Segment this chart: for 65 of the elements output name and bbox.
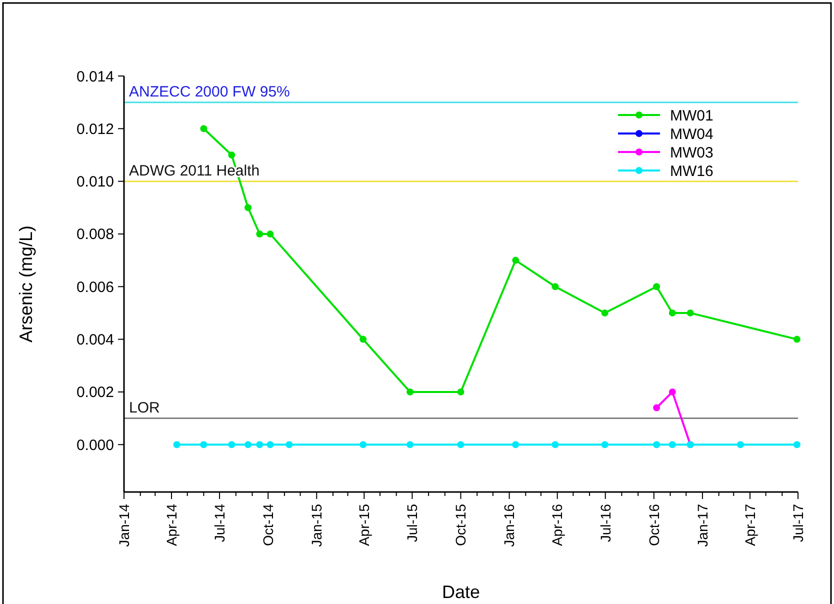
point <box>653 283 660 290</box>
y-tick-label: 0.002 <box>76 384 114 402</box>
point <box>457 388 464 396</box>
point <box>457 441 464 448</box>
point <box>256 441 264 448</box>
point <box>601 441 608 448</box>
point <box>552 441 559 448</box>
x-tick-label: Jan-17 <box>694 504 710 547</box>
y-tick-label: 0.006 <box>76 278 114 296</box>
point <box>601 309 608 316</box>
y-tick-label: 0.000 <box>76 436 114 454</box>
y-tick-label: 0.004 <box>76 332 114 349</box>
x-tick-label: Oct-15 <box>452 504 469 546</box>
x-tick-label: Apr-16 <box>549 504 566 546</box>
x-tick-label: Jan-16 <box>501 504 518 547</box>
x-tick-label: Jul-16 <box>597 504 614 542</box>
x-tick-label: Apr-14 <box>163 504 180 546</box>
x-tick-label: Jul-17 <box>790 504 806 542</box>
point <box>266 230 274 238</box>
y-tick-label: 0.014 <box>76 68 114 86</box>
point <box>228 151 236 158</box>
x-tick-label: Apr-17 <box>742 504 758 546</box>
point <box>266 441 274 448</box>
point <box>173 441 180 448</box>
point <box>668 309 676 316</box>
point <box>552 283 559 290</box>
point <box>406 441 414 448</box>
legend-label: MW01 <box>670 107 714 124</box>
point <box>200 441 208 448</box>
point <box>736 441 744 448</box>
y-tick-label: 0.010 <box>76 174 114 191</box>
point <box>512 256 520 264</box>
legend-label: MW16 <box>670 162 714 180</box>
point <box>793 336 800 343</box>
y-tick-label: 0.008 <box>76 226 114 244</box>
ref-line-label: ANZECC 2000 FW 95% <box>129 83 290 100</box>
x-axis-title: Date <box>442 582 480 602</box>
x-tick-label: Jan-14 <box>116 504 132 547</box>
point <box>668 388 676 396</box>
x-tick-label: Oct-14 <box>260 504 276 546</box>
point <box>244 204 252 212</box>
ref-line-label: LOR <box>129 399 160 416</box>
x-tick-label: Jul-15 <box>404 504 420 542</box>
x-tick-label: Oct-16 <box>646 504 662 546</box>
point <box>686 309 694 316</box>
point <box>668 441 676 448</box>
legend-label: MW03 <box>670 144 714 162</box>
point <box>286 441 293 448</box>
x-tick-label: Jul-14 <box>211 504 228 542</box>
point <box>793 441 800 448</box>
x-tick-label: Jan-15 <box>308 504 325 547</box>
point <box>244 441 252 448</box>
point <box>360 441 367 448</box>
point <box>256 230 264 238</box>
x-tick-label: Apr-15 <box>356 504 372 546</box>
point <box>653 441 660 448</box>
point <box>228 441 236 448</box>
point <box>512 441 520 448</box>
legend-label: MW04 <box>670 126 714 143</box>
point <box>406 388 414 396</box>
point <box>360 336 367 343</box>
point <box>200 125 208 132</box>
point <box>653 404 660 412</box>
y-tick-label: 0.012 <box>76 120 114 138</box>
y-axis-title: Arsenic (mg/L) <box>16 225 36 343</box>
